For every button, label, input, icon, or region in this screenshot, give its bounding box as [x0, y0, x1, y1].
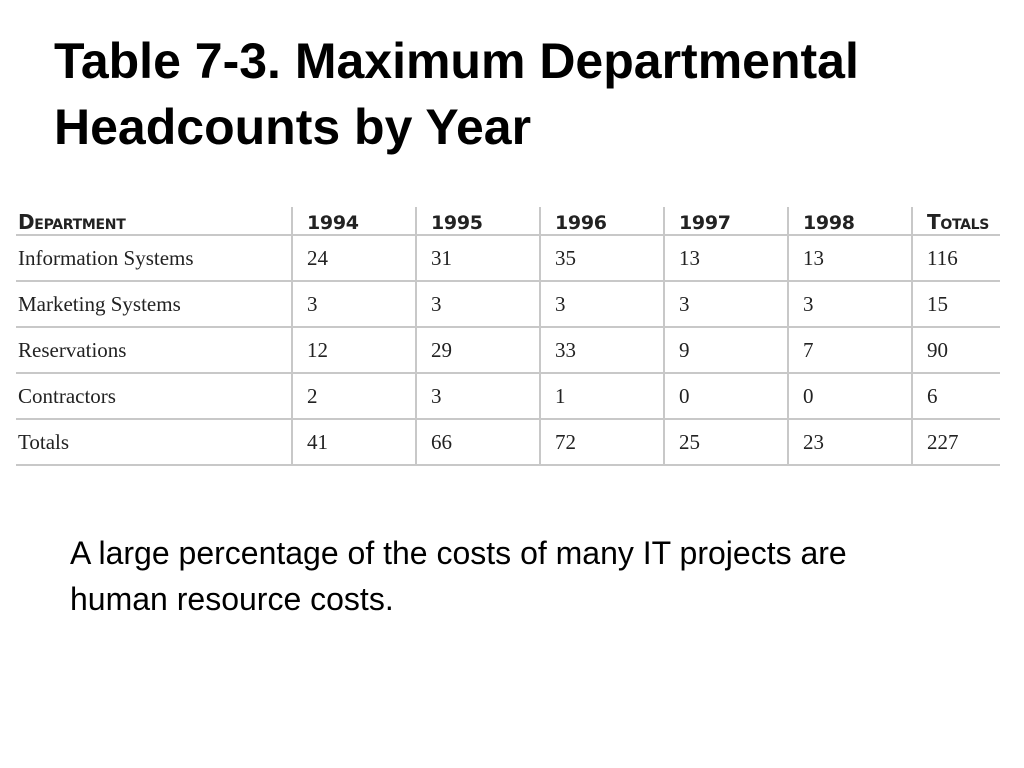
- table-cell: 0: [787, 373, 912, 420]
- table-cell: 12: [291, 327, 416, 374]
- table-cell: 3: [539, 281, 664, 328]
- table-cell-total: 227: [911, 419, 1000, 466]
- headcount-table: Department 1994 1995 1996 1997 1998 Tota…: [16, 207, 1000, 466]
- table-cell: 41: [291, 419, 416, 466]
- table-cell: 25: [663, 419, 788, 466]
- table-row-totals: Totals 41 66 72 25 23 227: [16, 419, 1000, 466]
- table-cell-department: Totals: [16, 419, 292, 466]
- table-cell-total: 6: [911, 373, 1000, 420]
- body-text-line-1: A large percentage of the costs of many …: [70, 535, 847, 571]
- table-cell: 33: [539, 327, 664, 374]
- header-1994: 1994: [291, 207, 416, 236]
- slide-title-line-1: Table 7-3. Maximum Departmental: [54, 33, 859, 89]
- table-cell-department: Marketing Systems: [16, 281, 292, 328]
- table-header-row: Department 1994 1995 1996 1997 1998 Tota…: [16, 207, 1000, 236]
- table-cell-total: 15: [911, 281, 1000, 328]
- table-cell: 31: [415, 235, 540, 282]
- table-cell-total: 116: [911, 235, 1000, 282]
- table-cell: 0: [663, 373, 788, 420]
- table-cell: 3: [415, 281, 540, 328]
- table-cell: 3: [663, 281, 788, 328]
- table-row: Reservations 12 29 33 9 7 90: [16, 327, 1000, 374]
- slide-title-line-2: Headcounts by Year: [54, 99, 532, 155]
- table-cell: 72: [539, 419, 664, 466]
- table-cell: 13: [787, 235, 912, 282]
- table-cell: 2: [291, 373, 416, 420]
- table-cell: 35: [539, 235, 664, 282]
- table-cell: 24: [291, 235, 416, 282]
- table-row: Information Systems 24 31 35 13 13 116: [16, 235, 1000, 282]
- table-cell-department: Information Systems: [16, 235, 292, 282]
- table-cell: 23: [787, 419, 912, 466]
- table-cell: 13: [663, 235, 788, 282]
- table-cell: 3: [291, 281, 416, 328]
- table-cell: 66: [415, 419, 540, 466]
- header-1997: 1997: [663, 207, 788, 236]
- body-text: A large percentage of the costs of many …: [70, 530, 1024, 622]
- header-department: Department: [16, 207, 292, 236]
- header-1996: 1996: [539, 207, 664, 236]
- header-1995: 1995: [415, 207, 540, 236]
- table-row: Contractors 2 3 1 0 0 6: [16, 373, 1000, 420]
- slide-title: Table 7-3. Maximum Departmental Headcoun…: [54, 28, 1014, 160]
- body-text-line-2: human resource costs.: [70, 581, 394, 617]
- table-cell-department: Reservations: [16, 327, 292, 374]
- table-cell: 29: [415, 327, 540, 374]
- table-cell-department: Contractors: [16, 373, 292, 420]
- table-cell: 7: [787, 327, 912, 374]
- header-totals: Totals: [911, 207, 1000, 236]
- table-cell: 3: [415, 373, 540, 420]
- table-cell: 1: [539, 373, 664, 420]
- table-row: Marketing Systems 3 3 3 3 3 15: [16, 281, 1000, 328]
- header-1998: 1998: [787, 207, 912, 236]
- table-cell-total: 90: [911, 327, 1000, 374]
- table-cell: 9: [663, 327, 788, 374]
- table-cell: 3: [787, 281, 912, 328]
